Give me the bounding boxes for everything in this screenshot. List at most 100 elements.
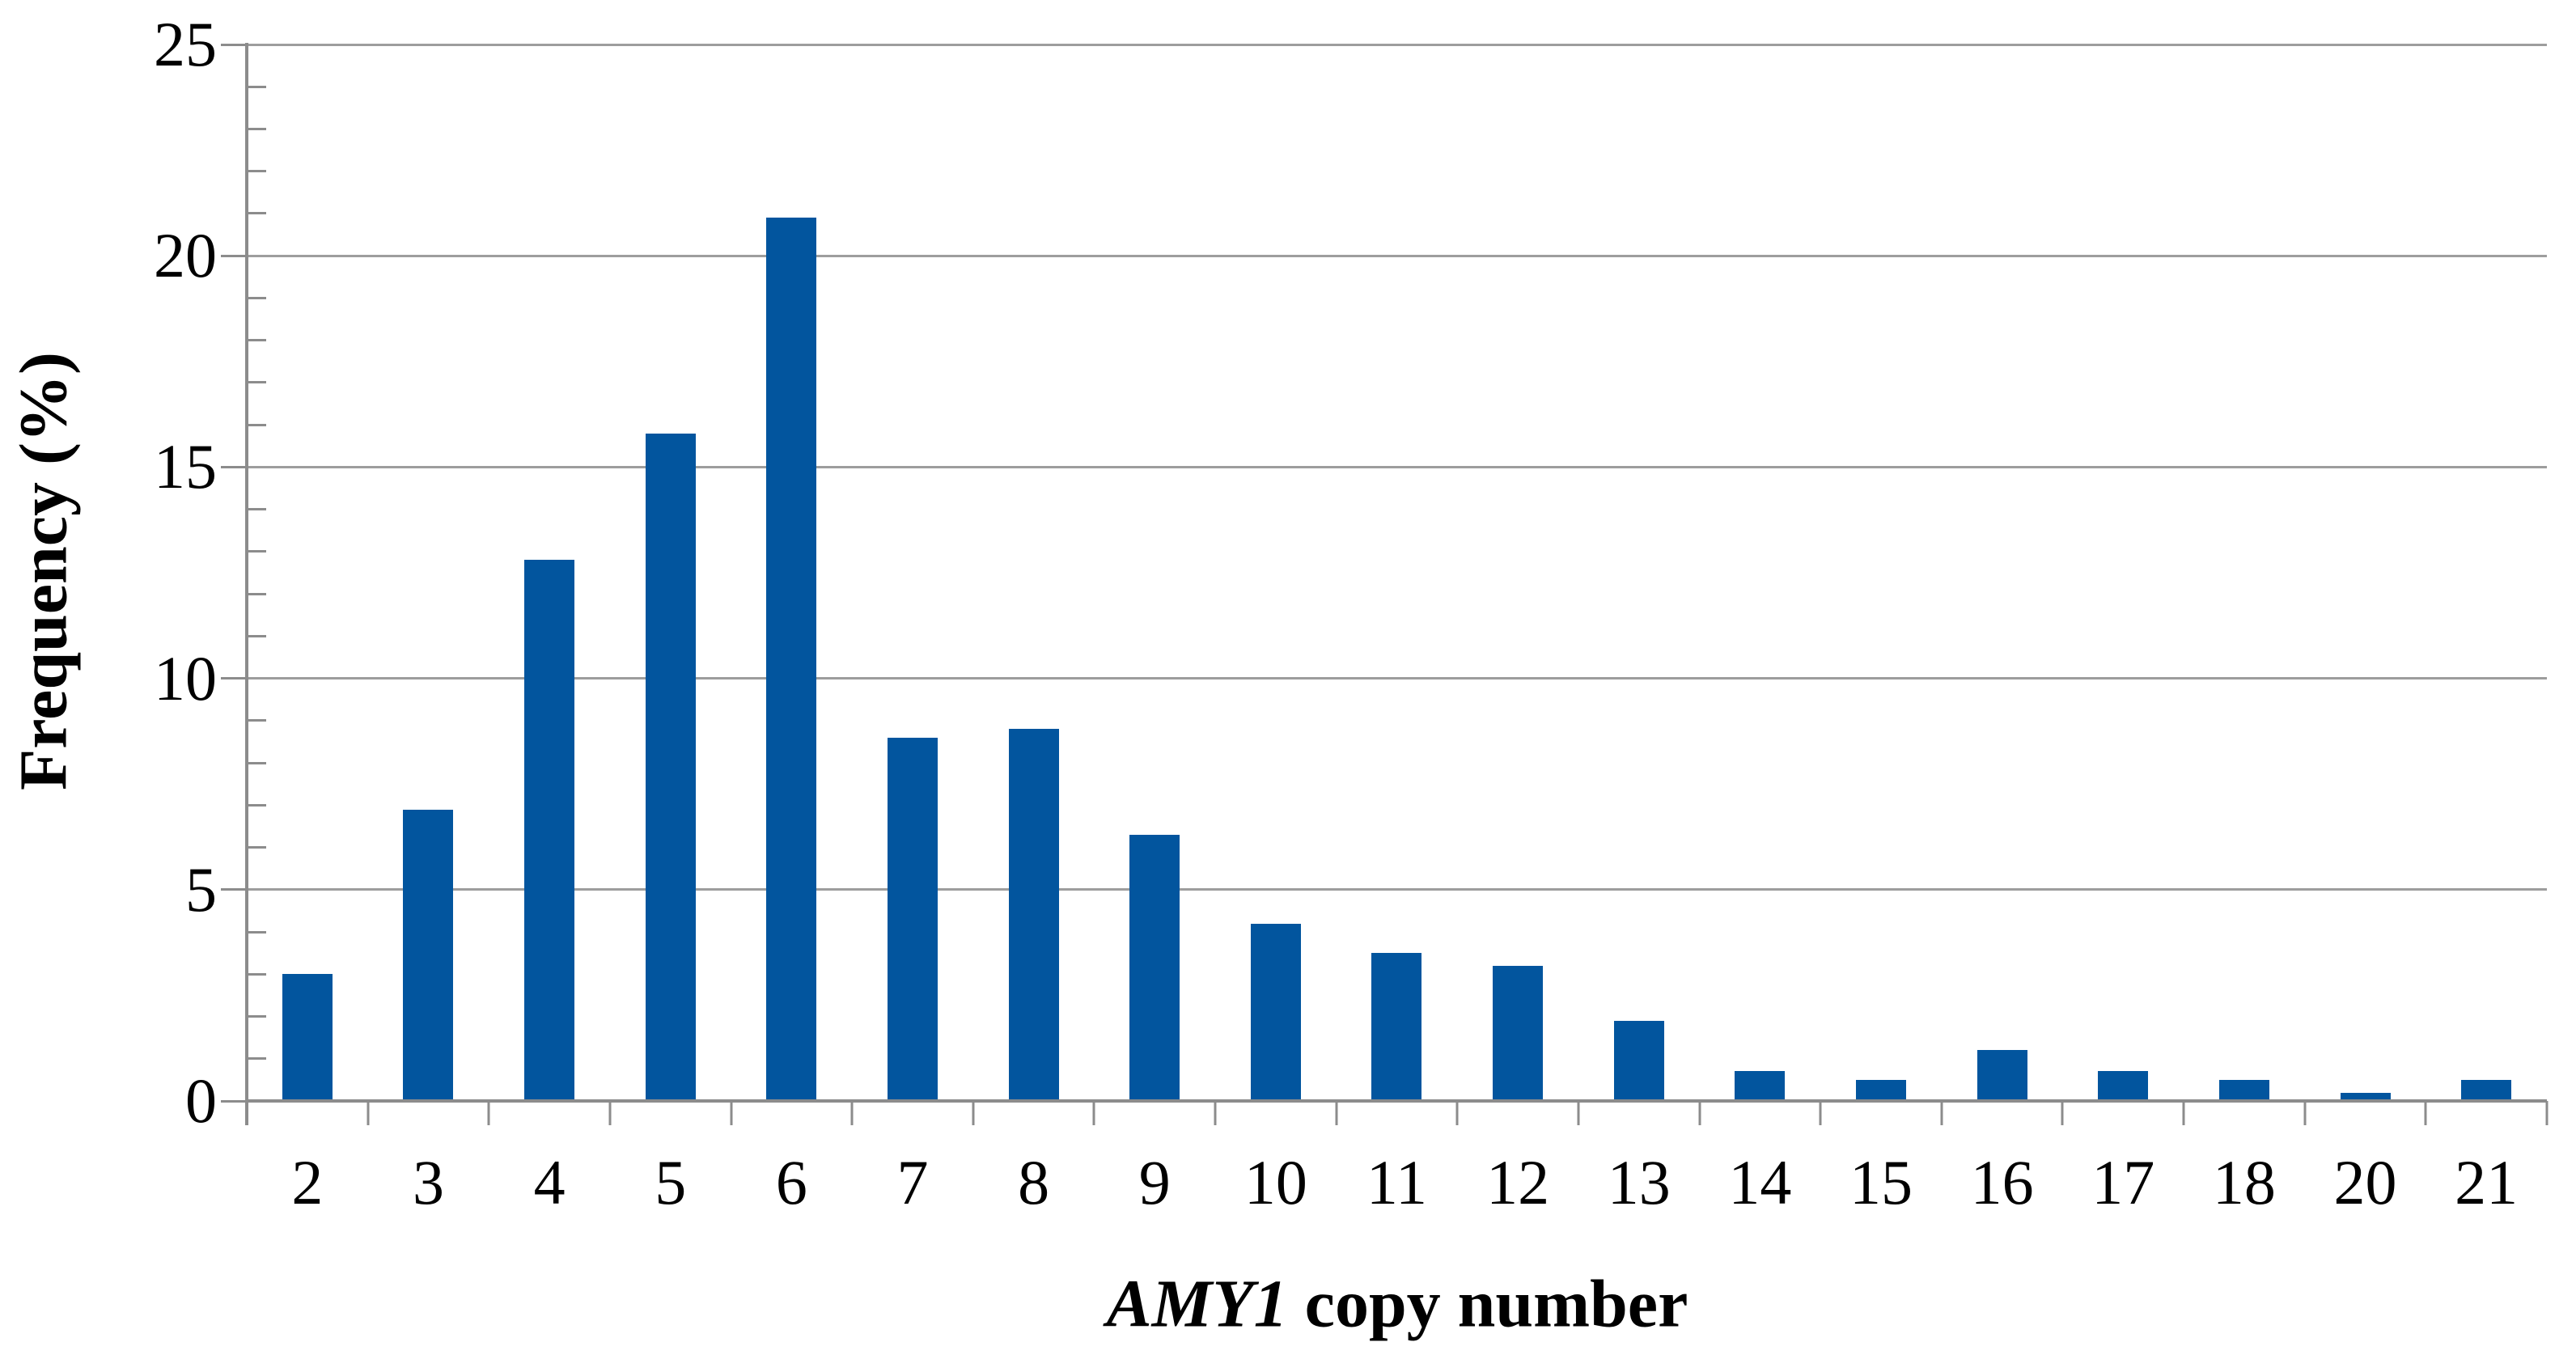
y-minor-tick-8 bbox=[247, 761, 266, 764]
bar-20 bbox=[2340, 1092, 2391, 1101]
bar-3 bbox=[403, 809, 454, 1101]
category-slot-18: 18 bbox=[2182, 44, 2305, 1217]
x-boundary-tick-18 bbox=[2424, 1101, 2427, 1125]
bar-7 bbox=[887, 737, 938, 1101]
x-tick-label-11: 11 bbox=[1366, 1147, 1428, 1217]
category-slot-11: 11 bbox=[1335, 44, 1458, 1217]
y-axis-tick-labels: 0 5 10 15 20 25 bbox=[0, 13, 217, 1132]
y-major-tick-20 bbox=[221, 254, 247, 257]
category-slot-3: 3 bbox=[366, 44, 489, 1217]
category-slot-12: 12 bbox=[1455, 44, 1578, 1217]
category-slot-15: 15 bbox=[1819, 44, 1942, 1217]
x-boundary-tick-16 bbox=[2182, 1101, 2185, 1125]
y-minor-tick-9 bbox=[247, 719, 266, 722]
x-tick-label-15: 15 bbox=[1849, 1147, 1913, 1217]
y-minor-tick-14 bbox=[247, 508, 266, 511]
x-tick-label-10: 10 bbox=[1244, 1147, 1307, 1217]
category-slot-10: 10 bbox=[1214, 44, 1337, 1217]
y-tick-label-20: 20 bbox=[154, 220, 217, 291]
x-boundary-tick-14 bbox=[1940, 1101, 1943, 1125]
y-minor-tick-7 bbox=[247, 803, 266, 807]
y-axis-line bbox=[245, 43, 248, 1125]
x-tick-label-3: 3 bbox=[412, 1147, 444, 1217]
y-minor-tick-11 bbox=[247, 634, 266, 637]
bar-5 bbox=[645, 433, 696, 1101]
bar-15 bbox=[1856, 1079, 1907, 1101]
bar-8 bbox=[1008, 729, 1059, 1101]
bar-18 bbox=[2218, 1079, 2269, 1101]
category-slot-20: 20 bbox=[2303, 44, 2426, 1217]
bar-21 bbox=[2461, 1079, 2512, 1101]
x-tick-label-6: 6 bbox=[775, 1147, 807, 1217]
category-slot-6: 6 bbox=[730, 44, 853, 1217]
bar-16 bbox=[1976, 1050, 2027, 1101]
x-axis-line bbox=[247, 1099, 2547, 1103]
category-slot-13: 13 bbox=[1577, 44, 1700, 1217]
y-minor-tick-1 bbox=[247, 1057, 266, 1061]
y-major-tick-0 bbox=[221, 1099, 247, 1103]
y-minor-tick-4 bbox=[247, 930, 266, 934]
bar-2 bbox=[282, 974, 333, 1101]
bar-4 bbox=[524, 560, 575, 1101]
x-tick-label-2: 2 bbox=[291, 1147, 324, 1217]
bar-17 bbox=[2098, 1071, 2149, 1101]
x-tick-label-16: 16 bbox=[1970, 1147, 2034, 1217]
x-boundary-tick-12 bbox=[1698, 1101, 1701, 1125]
y-tick-label-25: 25 bbox=[154, 9, 217, 79]
x-axis-title-gene: AMY1 bbox=[1106, 1266, 1288, 1342]
x-tick-label-21: 21 bbox=[2455, 1147, 2519, 1217]
y-minor-tick-23 bbox=[247, 127, 266, 130]
category-slot-21: 21 bbox=[2424, 44, 2547, 1217]
x-boundary-tick-13 bbox=[1819, 1101, 1822, 1125]
bar-10 bbox=[1250, 923, 1301, 1101]
x-boundary-tick-7 bbox=[1092, 1101, 1095, 1125]
category-slot-5: 5 bbox=[608, 44, 731, 1217]
category-slot-2: 2 bbox=[245, 44, 368, 1217]
y-minor-tick-3 bbox=[247, 972, 266, 976]
x-boundary-tick-10 bbox=[1455, 1101, 1459, 1125]
x-boundary-tick-2 bbox=[487, 1101, 490, 1125]
y-tick-label-5: 5 bbox=[185, 853, 217, 925]
x-tick-label-20: 20 bbox=[2333, 1147, 2397, 1217]
category-slot-9: 9 bbox=[1092, 44, 1215, 1217]
x-boundary-tick-4 bbox=[730, 1101, 733, 1125]
x-tick-label-8: 8 bbox=[1018, 1147, 1050, 1217]
x-tick-label-18: 18 bbox=[2212, 1147, 2276, 1217]
category-slot-16: 16 bbox=[1940, 44, 2063, 1217]
category-slot-14: 14 bbox=[1698, 44, 1821, 1217]
y-major-tick-5 bbox=[221, 888, 247, 891]
x-boundary-tick-17 bbox=[2303, 1101, 2307, 1125]
y-minor-tick-17 bbox=[247, 381, 266, 384]
x-tick-label-14: 14 bbox=[1728, 1147, 1792, 1217]
y-minor-tick-12 bbox=[247, 592, 266, 595]
x-tick-label-4: 4 bbox=[533, 1147, 566, 1217]
category-slot-17: 17 bbox=[2061, 44, 2184, 1217]
y-major-tick-25 bbox=[221, 43, 247, 46]
y-tick-label-0: 0 bbox=[185, 1065, 217, 1136]
y-minor-tick-19 bbox=[247, 296, 266, 299]
y-major-tick-15 bbox=[221, 465, 247, 468]
x-tick-label-13: 13 bbox=[1607, 1147, 1671, 1217]
x-axis-title-rest: copy number bbox=[1287, 1266, 1688, 1342]
x-tick-label-7: 7 bbox=[896, 1147, 929, 1217]
x-tick-label-9: 9 bbox=[1138, 1147, 1171, 1217]
category-slot-8: 8 bbox=[972, 44, 1095, 1217]
bar-12 bbox=[1493, 965, 1544, 1101]
y-minor-tick-21 bbox=[247, 212, 266, 215]
x-boundary-tick-6 bbox=[972, 1101, 975, 1125]
bar-14 bbox=[1735, 1071, 1786, 1101]
bar-11 bbox=[1371, 953, 1422, 1101]
y-tick-label-10: 10 bbox=[154, 642, 217, 713]
x-tick-label-12: 12 bbox=[1486, 1147, 1550, 1217]
x-boundary-tick-3 bbox=[608, 1101, 612, 1125]
x-boundary-tick-8 bbox=[1214, 1101, 1217, 1125]
plot-area: 2 3 4 5 6 7 8 9 10 11 12 13 14 15 16 17 18 20 21 bbox=[221, 43, 2548, 1217]
y-minor-tick-24 bbox=[247, 85, 266, 88]
bar-9 bbox=[1129, 834, 1180, 1101]
category-slot-7: 7 bbox=[850, 44, 973, 1217]
x-boundary-tick-15 bbox=[2061, 1101, 2064, 1125]
x-tick-label-5: 5 bbox=[655, 1147, 687, 1217]
x-boundary-tick-19 bbox=[2545, 1101, 2548, 1125]
x-boundary-tick-1 bbox=[366, 1101, 370, 1125]
